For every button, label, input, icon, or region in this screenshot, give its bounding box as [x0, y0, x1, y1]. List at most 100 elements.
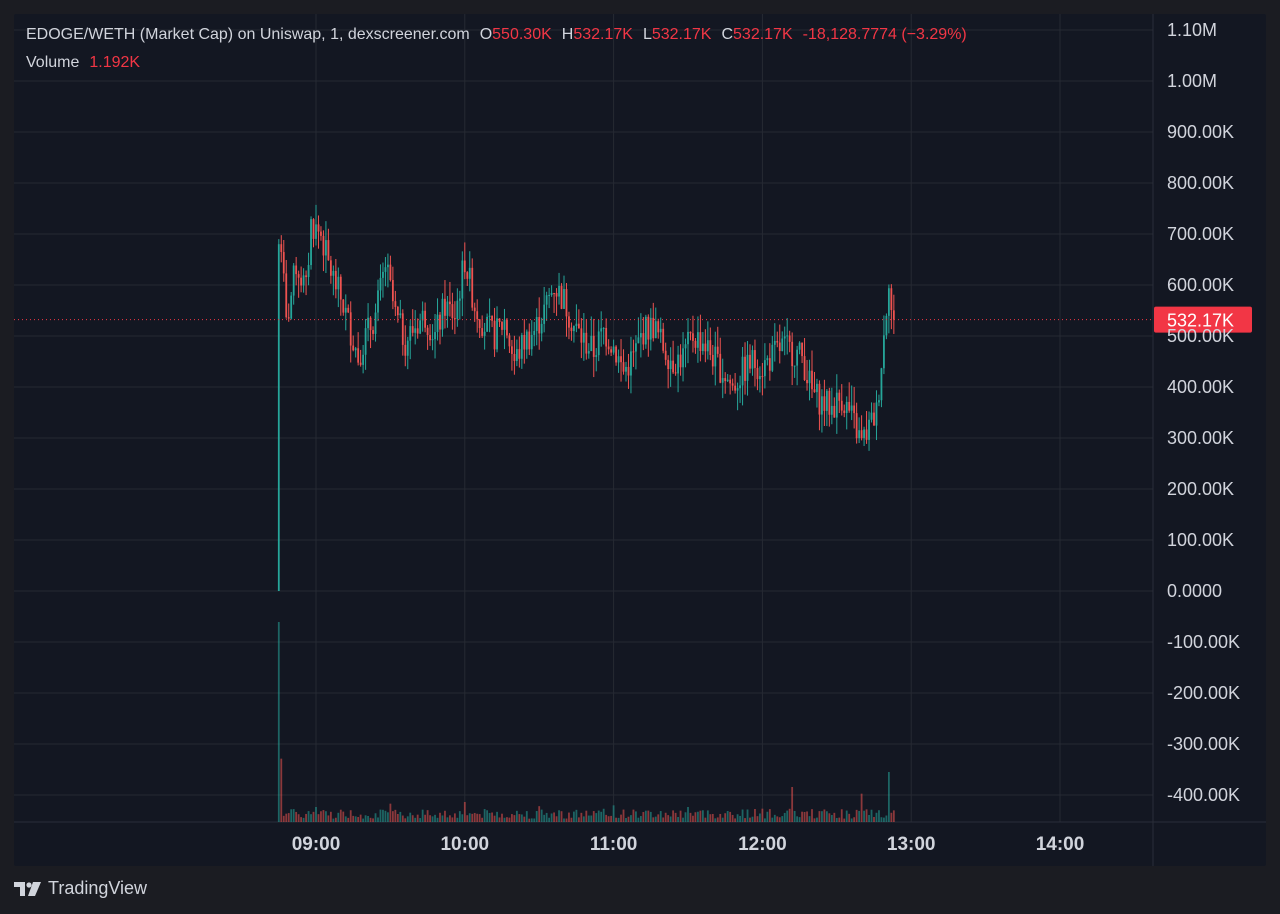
volume-bar: [642, 812, 645, 822]
candle: [290, 291, 293, 320]
candle: [513, 335, 516, 375]
volume-bar: [466, 815, 469, 822]
candle-body: [367, 317, 369, 329]
chart-pane: [14, 14, 1266, 866]
candle-body: [282, 252, 285, 274]
volume-bar: [553, 812, 555, 822]
candle: [838, 389, 841, 414]
candle: [421, 301, 424, 332]
volume-bars: [277, 622, 895, 822]
x-tick-label: 13:00: [887, 834, 936, 855]
candle: [858, 417, 861, 444]
candle: [818, 380, 821, 431]
volume-bar: [377, 817, 379, 822]
candle: [649, 308, 652, 351]
candle-body: [302, 275, 305, 286]
volume-bar: [719, 813, 722, 822]
candle-body: [813, 389, 816, 393]
volume-bar: [419, 818, 422, 822]
volume-bar: [701, 810, 704, 822]
candle-body: [570, 327, 573, 332]
candle-body: [667, 359, 670, 370]
candle-body: [325, 240, 327, 256]
candle: [667, 355, 670, 389]
symbol-title[interactable]: EDOGE/WETH (Market Cap) on Uniswap, 1, d…: [26, 26, 470, 43]
candle: [501, 320, 503, 336]
candle: [545, 291, 548, 321]
time-axis[interactable]: 09:00 10:00 11:00 12:00 13:00 14:00: [292, 834, 1085, 855]
volume-bar: [399, 811, 402, 822]
candle: [359, 349, 362, 367]
candle-body: [860, 430, 863, 439]
y-tick-label: 700.00K: [1167, 224, 1234, 244]
volume-bar: [580, 812, 583, 822]
candle-body: [463, 260, 466, 273]
volume-bar: [823, 809, 826, 822]
candle: [570, 322, 573, 341]
candle: [444, 280, 446, 329]
candle: [778, 324, 781, 364]
candle: [424, 302, 427, 333]
candle: [439, 311, 441, 345]
volume-bar: [449, 815, 451, 822]
volume-label[interactable]: Volume: [26, 54, 80, 71]
candle: [821, 389, 823, 433]
candle: [714, 331, 717, 386]
volume-bar: [592, 811, 595, 822]
candle: [679, 344, 682, 376]
candle: [701, 332, 704, 355]
volume-bar: [364, 815, 367, 822]
volume-bar: [761, 808, 764, 822]
volume-bar: [508, 817, 511, 822]
candle-body: [610, 349, 613, 353]
close-label: C: [721, 26, 734, 43]
candle: [344, 294, 347, 331]
y-tick-label: -100.00K: [1167, 632, 1240, 652]
volume-bar: [768, 809, 771, 822]
candle: [478, 319, 481, 338]
candle-body: [424, 310, 427, 328]
candle-body: [793, 365, 796, 367]
volume-bar: [873, 816, 875, 822]
candle: [530, 320, 533, 356]
volume-bar: [662, 817, 665, 822]
volume-bar: [434, 814, 436, 822]
candle-body: [394, 301, 397, 307]
volume-bar: [325, 811, 327, 822]
volume-bar: [520, 814, 523, 822]
tradingview-brand[interactable]: TradingView: [14, 878, 147, 899]
candle-body: [573, 325, 575, 332]
candle-body: [523, 335, 526, 350]
candle: [739, 375, 741, 403]
candle-body: [344, 307, 347, 313]
volume-bar: [585, 810, 588, 822]
candle: [285, 259, 288, 319]
candle-body: [716, 346, 719, 354]
candle-body: [508, 335, 511, 347]
candle: [763, 343, 766, 389]
volume-bar: [320, 811, 322, 822]
candle: [548, 287, 551, 309]
volume-bar: [488, 812, 491, 822]
volume-bar: [778, 817, 781, 822]
candle: [362, 345, 365, 374]
candle: [540, 317, 543, 342]
candle-body: [632, 351, 635, 353]
candle-body: [540, 323, 543, 334]
candle-body: [528, 331, 531, 350]
candle: [652, 302, 655, 342]
candle-body: [434, 332, 436, 340]
candle-body: [453, 318, 456, 320]
open-label: O: [479, 26, 493, 43]
candle: [654, 307, 657, 339]
candle-body: [379, 277, 382, 291]
volume-bar: [788, 808, 791, 822]
candle: [803, 338, 806, 381]
price-axis[interactable]: 1.10M 1.00M 900.00K 800.00K 700.00K 600.00K 50…: [1167, 20, 1240, 805]
volume-bar: [724, 813, 727, 822]
candle: [880, 367, 883, 408]
candle: [825, 388, 828, 427]
volume-bar: [379, 809, 382, 822]
volume-bar: [503, 817, 506, 822]
